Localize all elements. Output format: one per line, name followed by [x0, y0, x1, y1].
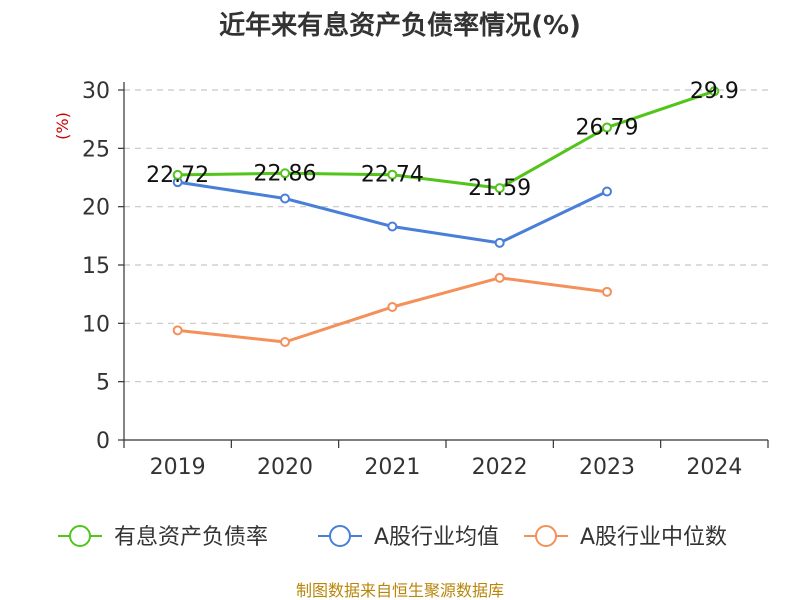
y-tick-label: 15: [82, 254, 110, 279]
x-tick-label: 2024: [686, 455, 742, 480]
data-label: 26.79: [576, 115, 639, 140]
legend-label: A股行业均值: [374, 525, 499, 550]
legend-item-0[interactable]: 有息资产负债率: [58, 525, 268, 550]
x-tick-label: 2019: [150, 455, 206, 480]
y-tick-label: 5: [96, 371, 110, 396]
data-point[interactable]: [172, 169, 183, 180]
data-point[interactable]: [602, 122, 612, 133]
y-tick-label: 20: [82, 196, 110, 221]
legend-marker: [535, 525, 557, 547]
series-2: [172, 272, 612, 347]
gridlines: [124, 89, 768, 383]
data-point[interactable]: [280, 337, 290, 347]
chart-title: 近年来有息资产负债率情况(%): [219, 10, 581, 41]
legend[interactable]: 有息资产负债率 A股行业均值 A股行业中位数: [58, 525, 727, 550]
data-point[interactable]: [280, 193, 290, 204]
x-tick-label: 2020: [257, 455, 313, 480]
data-label: 21.59: [468, 176, 531, 201]
legend-label: A股行业中位数: [580, 525, 727, 550]
legend-item-2[interactable]: A股行业中位数: [524, 525, 727, 550]
data-label: 29.9: [690, 79, 739, 104]
x-tick-label: 2023: [579, 455, 635, 480]
data-labels: 22.72 22.86 22.74 21.59 26.79 29.9: [146, 79, 739, 201]
x-tick-label: 2021: [364, 455, 420, 480]
data-point[interactable]: [387, 302, 398, 312]
y-axis-label: (%): [53, 112, 72, 140]
series-line: [177, 180, 608, 245]
y-tick-label: 25: [82, 137, 110, 162]
x-tick-label: 2022: [472, 455, 528, 480]
axes: 0 5 10 15 20 25 30 2019 2020 2021 2022 2023 2024: [82, 79, 769, 480]
data-point[interactable]: [280, 168, 290, 179]
data-point[interactable]: [602, 286, 612, 297]
legend-label: 有息资产负债率: [114, 525, 268, 550]
data-point[interactable]: [387, 169, 398, 180]
series-line: [177, 89, 715, 190]
data-point[interactable]: [709, 86, 720, 97]
y-tick-label: 30: [82, 79, 110, 104]
series-layer: [172, 86, 720, 347]
y-tick-label: 0: [96, 429, 110, 454]
data-point[interactable]: [387, 221, 398, 232]
data-label: 22.74: [361, 163, 424, 188]
data-label: 22.86: [254, 161, 317, 186]
legend-marker: [69, 525, 91, 547]
data-point[interactable]: [494, 237, 505, 248]
legend-marker: [329, 525, 351, 547]
data-point[interactable]: [494, 183, 505, 194]
data-label: 22.72: [146, 163, 209, 188]
y-tick-label: 10: [82, 312, 110, 337]
data-point[interactable]: [172, 325, 183, 336]
data-point[interactable]: [602, 186, 612, 197]
data-point[interactable]: [494, 272, 505, 283]
legend-item-1[interactable]: A股行业均值: [318, 525, 499, 550]
source-note: 制图数据来自恒生聚源数据库: [296, 581, 504, 600]
series-1: [172, 177, 612, 248]
series-0: [172, 86, 720, 194]
